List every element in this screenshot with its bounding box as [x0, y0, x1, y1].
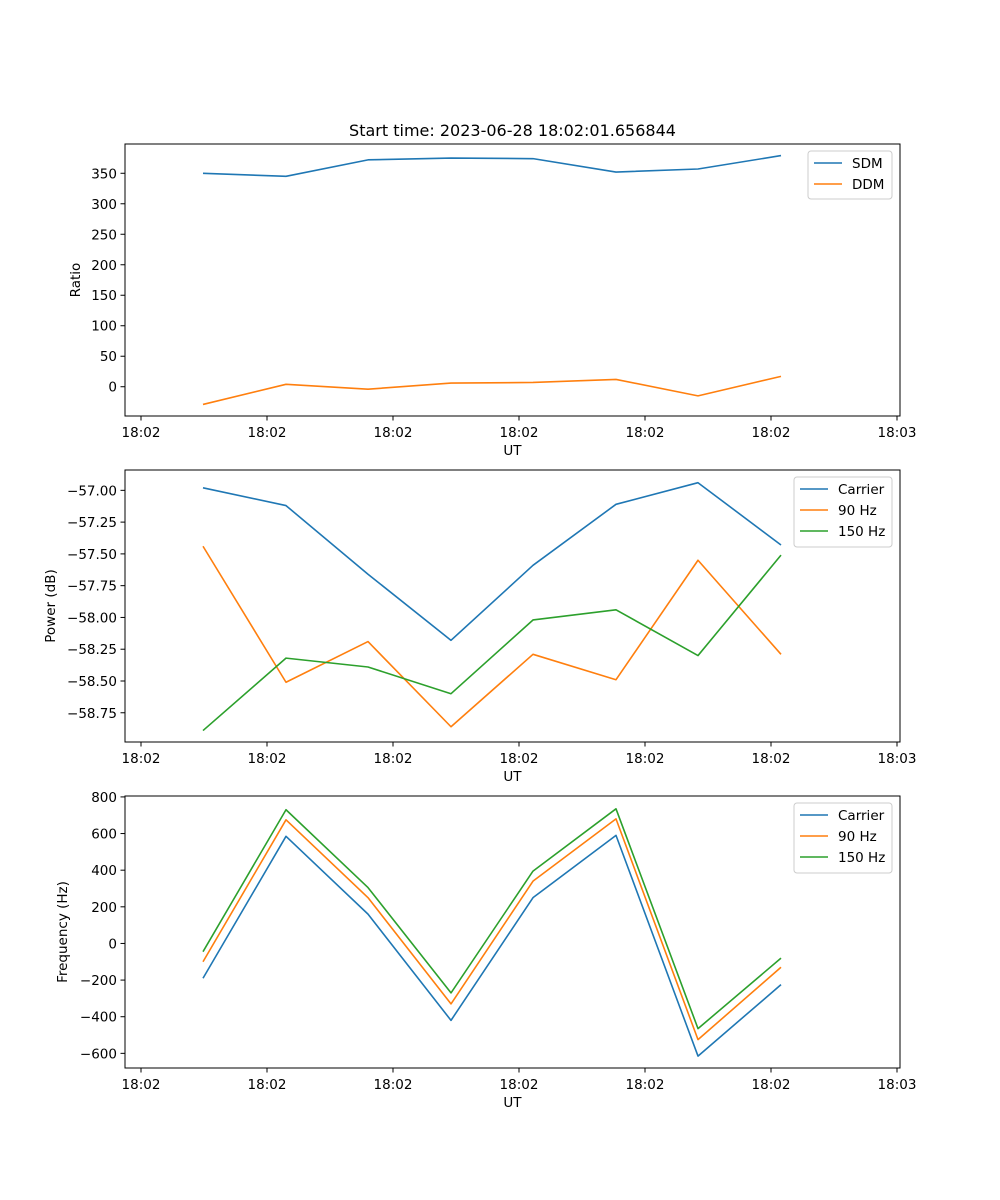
- series-line-90-hz: [202, 545, 782, 728]
- y-axis-label: Frequency (Hz): [55, 881, 71, 983]
- y-tick-label: 0: [108, 380, 117, 396]
- legend-box: [793, 476, 893, 548]
- x-tick-label: 18:02: [374, 1077, 413, 1093]
- y-tick-label: 350: [91, 166, 117, 182]
- x-tick-label: 18:03: [878, 425, 917, 441]
- y-tick-label: 150: [91, 288, 117, 304]
- x-tick-label: 18:02: [500, 751, 539, 767]
- series-line-carrier: [202, 481, 782, 642]
- y-tick-label: −400: [80, 1010, 117, 1026]
- y-tick-label: −57.25: [67, 515, 117, 531]
- x-tick-label: 18:02: [626, 751, 665, 767]
- y-axis-label: Power (dB): [43, 569, 59, 642]
- series-line-ddm: [202, 375, 782, 406]
- x-axis-label: UT: [503, 769, 522, 785]
- x-tick-label: 18:02: [752, 1077, 791, 1093]
- axes-frame: [124, 795, 901, 1069]
- legend-entry: Carrier: [838, 808, 885, 824]
- y-tick-label: −58.50: [67, 674, 117, 690]
- x-tick-label: 18:02: [752, 425, 791, 441]
- legend-entry: 150 Hz: [838, 524, 885, 540]
- x-tick-label: 18:02: [122, 1077, 161, 1093]
- x-tick-label: 18:02: [122, 751, 161, 767]
- x-tick-label: 18:02: [626, 425, 665, 441]
- y-tick-label: 300: [91, 197, 117, 213]
- y-tick-label: −57.00: [67, 483, 117, 499]
- axes-frame: [124, 143, 901, 417]
- ratio-panel: 18:02 18:02 18:02 18:02 18:02 18:02 18:03 0 50 10…: [68, 143, 917, 459]
- legend-entry: Carrier: [838, 482, 885, 498]
- x-tick-label: 18:02: [248, 1077, 287, 1093]
- axes-frame: [124, 469, 901, 743]
- y-tick-label: 600: [91, 827, 117, 843]
- y-tick-label: 250: [91, 227, 117, 243]
- y-tick-label: 400: [91, 863, 117, 879]
- legend-entry: SDM: [852, 156, 883, 172]
- series-line-150-hz: [202, 554, 782, 732]
- figure-title: Start time: 2023-06-28 18:02:01.656844: [349, 121, 676, 140]
- legend-box: [793, 802, 893, 874]
- series-line-sdm: [202, 154, 782, 178]
- series-line-150-hz: [202, 808, 782, 1030]
- legend-entry: 150 Hz: [838, 850, 885, 866]
- y-tick-label: 800: [91, 790, 117, 806]
- y-tick-label: −600: [80, 1046, 117, 1062]
- x-tick-label: 18:02: [626, 1077, 665, 1093]
- y-tick-label: 0: [108, 936, 117, 952]
- y-tick-label: 200: [91, 900, 117, 916]
- y-tick-label: 100: [91, 319, 117, 335]
- x-axis-label: UT: [503, 443, 522, 459]
- x-tick-label: 18:02: [374, 425, 413, 441]
- y-tick-label: −57.50: [67, 547, 117, 563]
- legend-entry: 90 Hz: [838, 503, 877, 519]
- series-line-carrier: [202, 834, 782, 1057]
- x-tick-label: 18:02: [500, 1077, 539, 1093]
- x-tick-label: 18:02: [248, 425, 287, 441]
- x-tick-label: 18:02: [500, 425, 539, 441]
- x-tick-label: 18:03: [878, 751, 917, 767]
- x-tick-label: 18:02: [122, 425, 161, 441]
- x-tick-label: 18:02: [752, 751, 791, 767]
- y-tick-label: 50: [100, 349, 117, 365]
- legend-entry: 90 Hz: [838, 829, 877, 845]
- x-tick-label: 18:02: [248, 751, 287, 767]
- y-tick-label: −58.25: [67, 642, 117, 658]
- y-tick-label: −58.00: [67, 610, 117, 626]
- x-tick-label: 18:03: [878, 1077, 917, 1093]
- power-panel: 18:02 18:02 18:02 18:02 18:02 18:02 18:03 −57.0…: [43, 469, 917, 785]
- y-tick-label: 200: [91, 258, 117, 274]
- y-tick-label: −57.75: [67, 579, 117, 595]
- y-tick-label: −200: [80, 973, 117, 989]
- x-tick-label: 18:02: [374, 751, 413, 767]
- frequency-panel: 18:02 18:02 18:02 18:02 18:02 18:02 18:03 −600 −…: [55, 790, 916, 1111]
- y-axis-label: Ratio: [68, 263, 84, 298]
- x-axis-label: UT: [503, 1095, 522, 1111]
- series-line-90-hz: [202, 818, 782, 1041]
- y-tick-label: −58.75: [67, 706, 117, 722]
- legend-entry: DDM: [852, 177, 884, 193]
